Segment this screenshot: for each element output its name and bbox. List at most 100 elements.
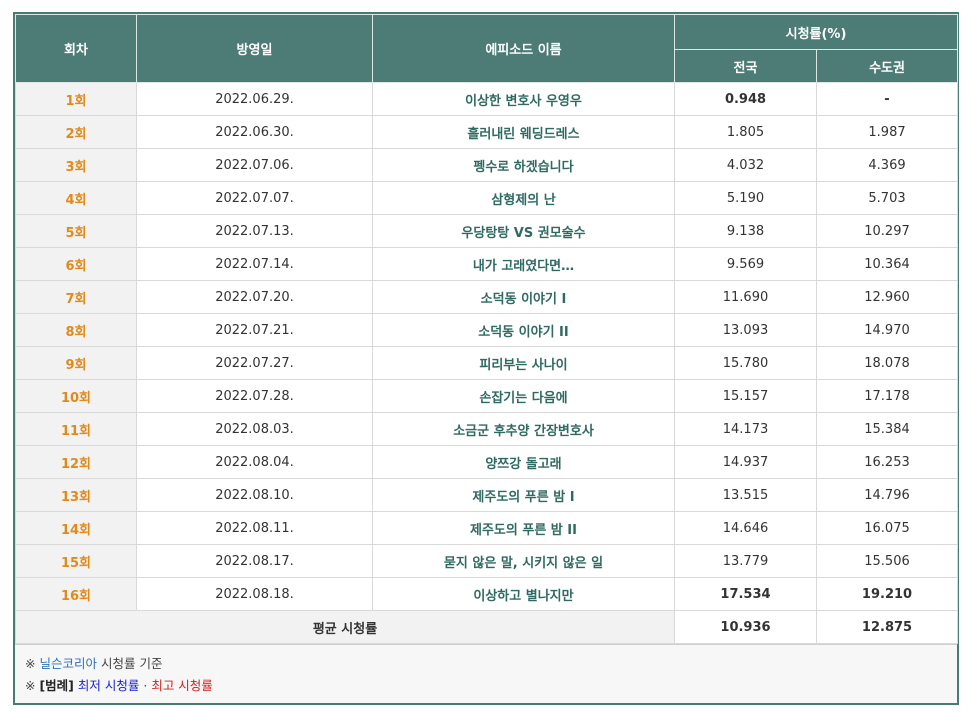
rating-nationwide: 14.646 (674, 511, 817, 545)
rating-capital: 1.987 (815, 115, 959, 149)
rating-nationwide: 1.805 (674, 115, 817, 149)
table-row: 6회 2022.07.14. 내가 고래였다면… 9.569 10.364 (15, 247, 959, 281)
rating-nationwide: 0.948 (674, 82, 817, 116)
episode-number: 3회 (15, 148, 137, 182)
table-row: 11회 2022.08.03. 소금군 후추양 간장변호사 14.173 15.384 (15, 412, 959, 446)
episode-title: 양쯔강 돌고래 (372, 445, 675, 479)
legend-lowest: 최저 시청률 (77, 678, 140, 693)
episode-title: 내가 고래였다면… (372, 247, 675, 281)
rating-capital: 5.703 (815, 181, 959, 215)
rating-capital: 15.506 (815, 544, 959, 578)
table-row: 2회 2022.06.30. 흘러내린 웨딩드레스 1.805 1.987 (15, 115, 959, 149)
rating-capital: 19.210 (815, 577, 959, 611)
rating-capital: 14.970 (815, 313, 959, 347)
legend-label: [범례] (39, 678, 74, 693)
rating-nationwide: 9.569 (674, 247, 817, 281)
air-date: 2022.08.04. (136, 445, 373, 479)
table-row: 16회 2022.08.18. 이상하고 별나지만 17.534 19.210 (15, 577, 959, 611)
episode-title: 이상한 변호사 우영우 (372, 82, 675, 116)
episode-title: 소금군 후추양 간장변호사 (372, 412, 675, 446)
header-rating: 시청률(%) (673, 14, 959, 50)
rating-nationwide: 5.190 (674, 181, 817, 215)
air-date: 2022.07.27. (136, 346, 373, 380)
episode-title: 소덕동 이야기 II (372, 313, 675, 347)
table-row: 5회 2022.07.13. 우당탕탕 VS 권모술수 9.138 10.297 (15, 214, 959, 248)
source-suffix: 시청률 기준 (100, 656, 163, 671)
air-date: 2022.07.28. (136, 379, 373, 413)
header-episode-title: 에피소드 이름 (372, 14, 675, 83)
rating-capital: 16.253 (815, 445, 959, 479)
table-row: 4회 2022.07.07. 삼형제의 난 5.190 5.703 (15, 181, 959, 215)
air-date: 2022.07.21. (136, 313, 373, 347)
rating-capital: 10.297 (815, 214, 959, 248)
episode-number: 15회 (15, 544, 137, 578)
air-date: 2022.08.11. (136, 511, 373, 545)
air-date: 2022.08.18. (136, 577, 373, 611)
episode-number: 6회 (15, 247, 137, 281)
rating-capital: 12.960 (815, 280, 959, 314)
note-mark: ※ (25, 656, 36, 671)
episode-title: 피리부는 사나이 (372, 346, 675, 380)
episode-number: 9회 (15, 346, 137, 380)
average-capital: 12.875 (815, 610, 959, 644)
rating-nationwide: 9.138 (674, 214, 817, 248)
table-row: 13회 2022.08.10. 제주도의 푸른 밤 I 13.515 14.796 (15, 478, 959, 512)
note-mark: ※ (25, 678, 36, 693)
notes-section: ※ 닐슨코리아 시청률 기준 ※ [범례] 최저 시청률 · 최고 시청률 (15, 644, 957, 703)
table-row: 8회 2022.07.21. 소덕동 이야기 II 13.093 14.970 (15, 313, 959, 347)
rating-capital: 17.178 (815, 379, 959, 413)
episode-number: 8회 (15, 313, 137, 347)
episode-title: 펭수로 하겠습니다 (372, 148, 675, 182)
table-row: 9회 2022.07.27. 피리부는 사나이 15.780 18.078 (15, 346, 959, 380)
air-date: 2022.07.06. (136, 148, 373, 182)
ratings-table: 회차 방영일 에피소드 이름 시청률(%) 전국 수도권 1회 2022.06.2… (15, 14, 959, 644)
air-date: 2022.07.13. (136, 214, 373, 248)
episode-number: 7회 (15, 280, 137, 314)
table-row: 10회 2022.07.28. 손잡기는 다음에 15.157 17.178 (15, 379, 959, 413)
legend-separator: · (143, 678, 148, 693)
header-episode: 회차 (15, 14, 137, 83)
legend-note: ※ [범례] 최저 시청률 · 최고 시청률 (25, 675, 947, 697)
rating-nationwide: 15.157 (674, 379, 817, 413)
table-row: 7회 2022.07.20. 소덕동 이야기 I 11.690 12.960 (15, 280, 959, 314)
episode-title: 손잡기는 다음에 (372, 379, 675, 413)
rating-capital: 15.384 (815, 412, 959, 446)
table-row: 1회 2022.06.29. 이상한 변호사 우영우 0.948- (15, 82, 959, 116)
episode-number: 1회 (15, 82, 137, 116)
average-row: 평균 시청률 10.936 12.875 (15, 610, 959, 644)
episode-title: 이상하고 별나지만 (372, 577, 675, 611)
rating-nationwide: 17.534 (674, 577, 817, 611)
rating-capital: 4.369 (815, 148, 959, 182)
episode-title: 흘러내린 웨딩드레스 (372, 115, 675, 149)
header-nationwide: 전국 (674, 49, 817, 83)
table-row: 15회 2022.08.17. 묻지 않은 말, 시키지 않은 일 13.779 15.… (15, 544, 959, 578)
air-date: 2022.08.17. (136, 544, 373, 578)
rating-capital: - (815, 82, 959, 116)
episode-title: 묻지 않은 말, 시키지 않은 일 (372, 544, 675, 578)
episode-number: 16회 (15, 577, 137, 611)
rating-nationwide: 13.515 (674, 478, 817, 512)
rating-capital: 10.364 (815, 247, 959, 281)
episode-number: 11회 (15, 412, 137, 446)
rating-nationwide: 11.690 (674, 280, 817, 314)
ratings-table-container: 회차 방영일 에피소드 이름 시청률(%) 전국 수도권 1회 2022.06.2… (13, 12, 959, 705)
source-note: ※ 닐슨코리아 시청률 기준 (25, 653, 947, 675)
episode-title: 우당탕탕 VS 권모술수 (372, 214, 675, 248)
rating-nationwide: 4.032 (674, 148, 817, 182)
air-date: 2022.07.07. (136, 181, 373, 215)
rating-capital: 14.796 (815, 478, 959, 512)
source-link[interactable]: 닐슨코리아 (39, 656, 97, 671)
average-label: 평균 시청률 (15, 610, 675, 644)
episode-title: 제주도의 푸른 밤 II (372, 511, 675, 545)
air-date: 2022.06.30. (136, 115, 373, 149)
table-row: 3회 2022.07.06. 펭수로 하겠습니다 4.032 4.369 (15, 148, 959, 182)
rating-nationwide: 15.780 (674, 346, 817, 380)
ratings-rows: 1회 2022.06.29. 이상한 변호사 우영우 0.948-2회 2022.06.… (15, 82, 959, 611)
episode-number: 10회 (15, 379, 137, 413)
table-row: 14회 2022.08.11. 제주도의 푸른 밤 II 14.646 16.075 (15, 511, 959, 545)
average-nationwide: 10.936 (674, 610, 817, 644)
episode-title: 소덕동 이야기 I (372, 280, 675, 314)
air-date: 2022.08.03. (136, 412, 373, 446)
header-air-date: 방영일 (136, 14, 373, 83)
table-row: 12회 2022.08.04. 양쯔강 돌고래 14.937 16.253 (15, 445, 959, 479)
